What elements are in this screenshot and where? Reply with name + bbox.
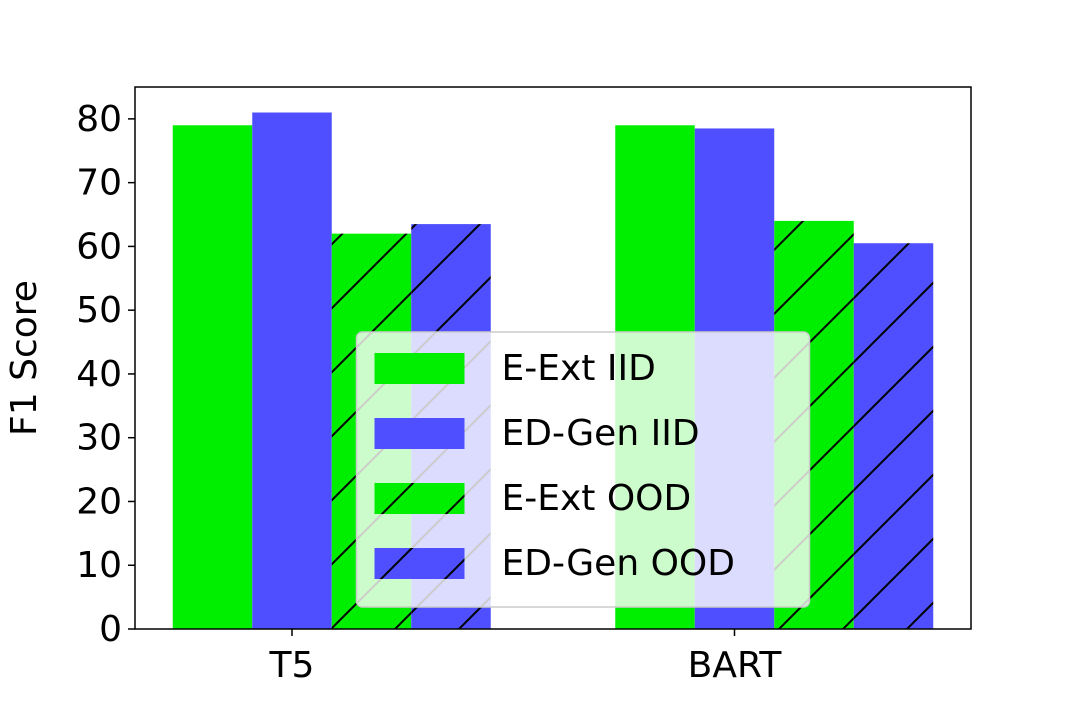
bar [252, 112, 332, 630]
legend-swatch [374, 548, 465, 579]
y-tick-label: 50 [76, 290, 122, 331]
x-tick-label: T5 [269, 645, 315, 686]
y-tick-label: 0 [99, 609, 122, 650]
legend-label: E-Ext IID [502, 348, 656, 389]
y-tick-label: 70 [76, 163, 122, 204]
legend-label: ED-Gen IID [502, 413, 700, 454]
y-tick-label: 10 [76, 545, 122, 586]
bar [172, 125, 253, 630]
bar [853, 243, 934, 630]
legend-swatch [374, 418, 465, 449]
legend: E-Ext IID ED-Gen IID E-Ext OOD ED-Gen OOD [355, 331, 811, 608]
x-tick-label: BART [688, 645, 783, 686]
plot-frame [134, 86, 972, 630]
y-tick-label: 60 [76, 226, 122, 267]
y-tick-label: 30 [76, 418, 122, 459]
y-axis-label: F1 Score [4, 280, 45, 436]
y-tick-label: 40 [76, 354, 122, 395]
legend-box [355, 331, 811, 608]
y-tick-label: 80 [76, 99, 122, 140]
y-tick-label: 20 [76, 481, 122, 522]
legend-swatch [374, 353, 465, 384]
legend-swatch [374, 483, 465, 514]
legend-label: ED-Gen OOD [502, 543, 735, 584]
legend-label: E-Ext OOD [502, 478, 692, 519]
